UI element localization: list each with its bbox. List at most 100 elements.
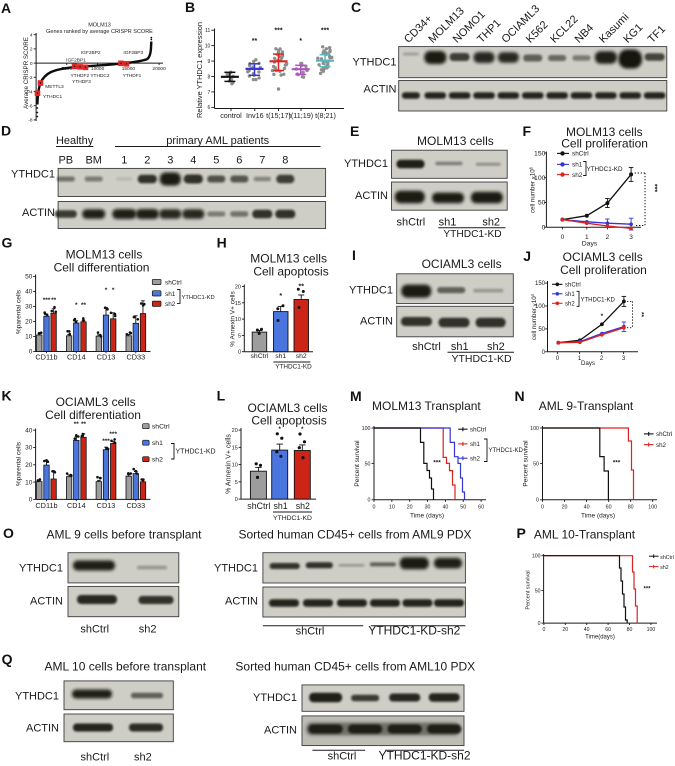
svg-text:-8: -8 (28, 118, 33, 124)
svg-text:***: *** (433, 460, 441, 467)
svg-text:100: 100 (648, 505, 657, 511)
svg-text:40: 40 (442, 505, 448, 511)
svg-text:sh1: sh1 (152, 440, 163, 447)
svg-text:primary AML patients: primary AML patients (166, 135, 269, 147)
svg-text:METTL3: METTL3 (45, 84, 64, 90)
svg-text:8: 8 (208, 74, 211, 80)
svg-text:YTHDC1: YTHDC1 (349, 285, 393, 297)
svg-text:YTHDC1-KD-sh2: YTHDC1-KD-sh2 (378, 748, 470, 762)
svg-text:shCtrl: shCtrl (660, 555, 674, 561)
svg-text:D: D (1, 123, 11, 139)
svg-text:***: *** (102, 438, 110, 445)
svg-text:t(15;17): t(15;17) (266, 111, 291, 120)
svg-text:sh2: sh2 (482, 216, 500, 228)
svg-text:80: 80 (627, 627, 633, 633)
svg-text:0: 0 (556, 356, 560, 362)
svg-text:cell number x106: cell number x106 (529, 166, 538, 213)
svg-text:% Annexin V+ cells: % Annexin V+ cells (226, 434, 233, 494)
svg-text:10: 10 (232, 463, 238, 469)
svg-text:**: ** (74, 421, 80, 428)
svg-text:YTHDC1-KD: YTHDC1-KD (273, 515, 312, 522)
svg-text:Sorted human CD45+ cells from: Sorted human CD45+ cells from AML9 PDX (238, 528, 471, 542)
svg-text:YTHDC1: YTHDC1 (352, 57, 396, 69)
svg-text:shCtrl: shCtrl (397, 216, 426, 228)
svg-text:Time (days): Time (days) (581, 513, 615, 520)
svg-text:0: 0 (561, 234, 565, 241)
svg-text:sh1: sh1 (165, 291, 176, 298)
svg-text:1: 1 (578, 356, 582, 362)
svg-text:5: 5 (213, 155, 219, 167)
svg-text:7: 7 (259, 155, 265, 167)
svg-text:shCtrl: shCtrl (81, 751, 110, 763)
svg-text:Percent survival: Percent survival (354, 440, 361, 487)
svg-text:3: 3 (622, 356, 626, 362)
svg-text:**: ** (81, 421, 87, 428)
svg-text:B: B (185, 0, 195, 15)
svg-text:Genes ranked by average CRISPR: Genes ranked by average CRISPR SCORE (46, 29, 153, 35)
svg-text:MOLM13 Transplant: MOLM13 Transplant (372, 399, 481, 413)
svg-text:ACTIN: ACTIN (364, 84, 397, 96)
svg-text:CD14: CD14 (67, 501, 86, 510)
svg-text:IGF2BP1: IGF2BP1 (66, 57, 86, 63)
svg-text:YTHDC1: YTHDC1 (214, 563, 258, 575)
svg-text:K: K (2, 388, 12, 404)
svg-text:Cell proliferation: Cell proliferation (561, 137, 648, 151)
svg-text:Sorted human CD45+ cells from: Sorted human CD45+ cells from AML10 PDX (235, 660, 475, 674)
svg-text:20000: 20000 (152, 66, 166, 72)
svg-text:50: 50 (365, 461, 371, 467)
svg-text:shCtrl: shCtrl (247, 501, 270, 511)
svg-text:IGF2BP2: IGF2BP2 (81, 50, 101, 56)
svg-text:sh2: sh2 (487, 341, 505, 353)
svg-text:4: 4 (190, 155, 196, 167)
svg-text:C: C (351, 0, 361, 15)
svg-text:ACTIN: ACTIN (225, 596, 258, 608)
svg-text:0: 0 (238, 350, 241, 356)
svg-text:sh2: sh2 (152, 456, 163, 463)
svg-text:5: 5 (238, 333, 241, 339)
svg-text:cell number x104: cell number x104 (530, 293, 539, 340)
svg-text:10: 10 (205, 43, 211, 49)
svg-text:G: G (2, 235, 13, 251)
svg-text:-2: -2 (28, 75, 33, 81)
svg-text:***: *** (651, 184, 658, 192)
svg-text:Cell apoptosis: Cell apoptosis (251, 413, 326, 427)
svg-text:shCtrl: shCtrl (412, 341, 441, 353)
svg-text:100: 100 (647, 627, 656, 633)
svg-text:I: I (352, 247, 356, 263)
svg-text:sh1: sh1 (470, 441, 481, 448)
svg-text:*: * (299, 38, 302, 45)
svg-text:t(8;21): t(8;21) (315, 111, 336, 120)
svg-text:M: M (350, 388, 362, 404)
svg-text:AML 9-Transplant: AML 9-Transplant (539, 399, 634, 413)
svg-text:6: 6 (236, 155, 242, 167)
svg-text:30: 30 (425, 505, 431, 511)
svg-text:**: ** (252, 38, 258, 45)
svg-text:YTHDC1: YTHDC1 (19, 563, 63, 575)
svg-text:100: 100 (534, 175, 546, 182)
svg-text:50: 50 (538, 200, 546, 207)
svg-text:sh1: sh1 (275, 353, 286, 360)
svg-text:IGF2BP3: IGF2BP3 (123, 50, 143, 56)
svg-text:Inv16: Inv16 (246, 111, 264, 120)
svg-text:CD33: CD33 (126, 353, 145, 362)
svg-text:20: 20 (562, 505, 568, 511)
svg-text:shCtrl: shCtrl (152, 423, 170, 430)
svg-text:E: E (350, 123, 359, 139)
svg-text:CD14: CD14 (67, 353, 86, 362)
svg-text:3: 3 (629, 234, 633, 241)
svg-text:Days: Days (582, 240, 598, 247)
svg-text:0: 0 (30, 61, 33, 67)
svg-text:YTHDC1-KD: YTHDC1-KD (587, 166, 623, 173)
svg-text:10: 10 (389, 505, 395, 511)
svg-text:YTHDC1-KD: YTHDC1-KD (451, 353, 512, 365)
svg-text:CD11b: CD11b (35, 501, 57, 510)
svg-text:sh1: sh1 (439, 216, 457, 228)
svg-text:40: 40 (584, 505, 590, 511)
svg-text:Relative YTHDC1 expression: Relative YTHDC1 expression (195, 22, 204, 118)
svg-text:*: * (75, 302, 78, 309)
svg-text:15: 15 (235, 301, 241, 307)
svg-text:6: 6 (208, 105, 211, 111)
svg-text:A: A (1, 0, 11, 16)
svg-text:OCIAML3 cells: OCIAML3 cells (247, 401, 327, 415)
svg-text:shCtrl: shCtrl (656, 431, 672, 438)
